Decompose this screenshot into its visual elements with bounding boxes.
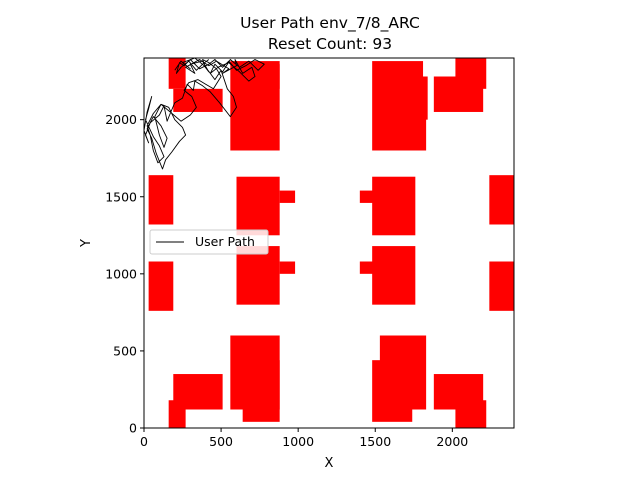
x-tick-label: 0 <box>140 434 148 449</box>
y-tick-label: 0 <box>129 421 137 436</box>
obstacle <box>359 261 376 274</box>
y-tick-label: 1500 <box>105 189 137 204</box>
obstacle <box>489 175 514 225</box>
x-tick-label: 2000 <box>436 434 468 449</box>
obstacle <box>455 58 487 89</box>
obstacle-layer <box>148 58 514 428</box>
obstacle <box>242 64 280 89</box>
obstacle <box>168 58 186 89</box>
obstacle <box>242 360 280 422</box>
y-axis-label: Y <box>79 239 94 248</box>
y-tick-label: 2000 <box>105 112 137 127</box>
path-layer <box>144 58 265 170</box>
user-path-line <box>144 58 265 170</box>
obstacle <box>148 175 174 225</box>
obstacle <box>279 190 296 203</box>
obstacle <box>372 246 416 305</box>
chart-subtitle: Reset Count: 93 <box>268 35 392 53</box>
obstacle <box>173 374 223 410</box>
y-tick-label: 1000 <box>105 266 137 281</box>
x-axis: 0 500 1000 1500 2000 <box>140 428 468 449</box>
plot-frame <box>143 57 515 429</box>
obstacle <box>489 261 514 311</box>
chart-title: User Path env_7/8_ARC <box>240 14 420 33</box>
obstacle <box>403 76 428 120</box>
obstacle <box>236 176 280 236</box>
x-axis-label: X <box>325 456 334 471</box>
x-tick-label: 1000 <box>282 434 314 449</box>
legend-label: User Path <box>195 234 255 249</box>
obstacle <box>455 400 487 428</box>
y-axis: 0 500 1000 1500 2000 <box>105 112 144 436</box>
obstacle <box>236 246 280 305</box>
obstacle <box>148 261 174 311</box>
obstacle <box>379 335 427 410</box>
obstacle <box>173 88 223 112</box>
obstacle <box>372 176 416 236</box>
legend: User Path <box>149 229 269 255</box>
y-tick-label: 500 <box>113 343 137 358</box>
x-tick-label: 500 <box>209 434 233 449</box>
x-tick-label: 1500 <box>359 434 391 449</box>
obstacle <box>359 190 376 203</box>
obstacle <box>279 261 296 274</box>
legend-box <box>149 229 269 255</box>
